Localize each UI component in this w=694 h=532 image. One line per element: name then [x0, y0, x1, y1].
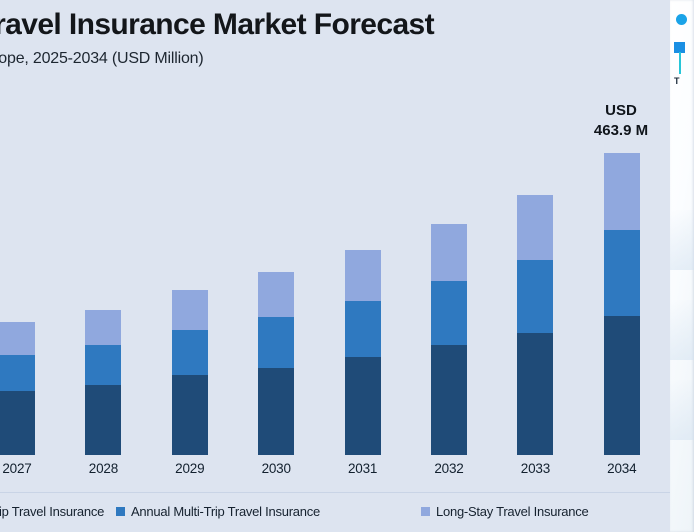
x-axis-label-2033: 2033 — [520, 461, 550, 476]
x-axis-label-2030: 2030 — [261, 461, 291, 476]
bar-segment-2032-1[interactable] — [431, 281, 467, 346]
bar-segment-2034-0[interactable] — [603, 315, 640, 455]
bar-segment-2031-0[interactable] — [344, 356, 381, 455]
x-axis-label-2034: 2034 — [607, 461, 637, 476]
bar-2033[interactable] — [517, 194, 554, 455]
legend-item-0[interactable]: Single-Trip Travel Insurance — [0, 504, 104, 519]
brand-logo: T — [672, 6, 694, 86]
plot-area: 2027 2028 2029 2030 2031 2032 2033 2034 — [0, 153, 640, 476]
bar-segment-2030-0[interactable] — [258, 367, 295, 455]
bar-segment-2033-1[interactable] — [517, 260, 554, 334]
bar-segment-2028-0[interactable] — [85, 385, 122, 455]
x-axis-label-2029: 2029 — [175, 461, 205, 476]
callout-value: 463.9 M — [593, 122, 649, 139]
legend-swatch-icon-2 — [421, 507, 430, 516]
pin-stem-icon — [679, 52, 681, 74]
bar-2029[interactable] — [171, 289, 208, 455]
bar-segment-2034-1[interactable] — [603, 230, 640, 316]
brand-wordmark: T — [674, 76, 680, 86]
legend-item-2[interactable]: Long-Stay Travel Insurance — [421, 504, 589, 519]
bar-segment-2029-2[interactable] — [171, 289, 208, 331]
bar-segment-2027-0[interactable] — [0, 390, 35, 455]
bar-2027[interactable] — [0, 322, 35, 455]
bar-segment-2028-1[interactable] — [85, 345, 122, 386]
bar-segment-2034-2[interactable] — [603, 153, 640, 231]
legend-label-0: Single-Trip Travel Insurance — [0, 504, 105, 519]
adjacent-page-panel — [670, 0, 694, 532]
bar-segment-2029-0[interactable] — [171, 375, 208, 455]
x-axis-label-2032: 2032 — [434, 461, 464, 476]
bar-segment-2032-2[interactable] — [431, 223, 467, 282]
page-title: Travel Insurance Market Forecast — [0, 8, 435, 41]
legend-item-1[interactable]: Annual Multi-Trip Travel Insurance — [116, 504, 320, 519]
bar-segment-2033-0[interactable] — [517, 333, 554, 455]
map-pin-icon — [674, 42, 685, 53]
bar-2032[interactable] — [431, 223, 467, 455]
bar-segment-2029-1[interactable] — [171, 330, 208, 375]
callout-currency: USD — [605, 102, 637, 119]
bar-segment-2030-1[interactable] — [258, 317, 295, 368]
bar-segment-2027-2[interactable] — [0, 322, 35, 355]
x-axis-label-2028: 2028 — [88, 461, 118, 476]
value-callout: USD 463.9 M — [566, 101, 676, 141]
bar-segment-2031-2[interactable] — [344, 249, 381, 301]
bar-2031[interactable] — [344, 249, 381, 455]
bar-2034[interactable] — [603, 153, 640, 455]
bar-segment-2032-0[interactable] — [431, 345, 467, 455]
legend-swatch-icon-1 — [116, 507, 125, 516]
circle-dot-icon — [676, 14, 687, 25]
bar-segment-2033-2[interactable] — [517, 194, 554, 261]
chart-subtitle: Europe, 2025-2034 (USD Million) — [0, 50, 204, 67]
bar-segment-2031-1[interactable] — [344, 300, 381, 357]
bar-2030[interactable] — [258, 271, 295, 455]
bar-segment-2028-2[interactable] — [85, 310, 122, 346]
bar-segment-2030-2[interactable] — [258, 271, 295, 318]
bar-segment-2027-1[interactable] — [0, 354, 35, 391]
bar-2028[interactable] — [85, 310, 122, 455]
x-axis-label-2031: 2031 — [347, 461, 378, 476]
legend-label-2: Long-Stay Travel Insurance — [436, 504, 589, 519]
legend-label-1: Annual Multi-Trip Travel Insurance — [131, 504, 320, 519]
x-axis-label-2027: 2027 — [2, 461, 32, 476]
chart-legend: Single-Trip Travel Insurance Annual Multi… — [0, 492, 670, 532]
